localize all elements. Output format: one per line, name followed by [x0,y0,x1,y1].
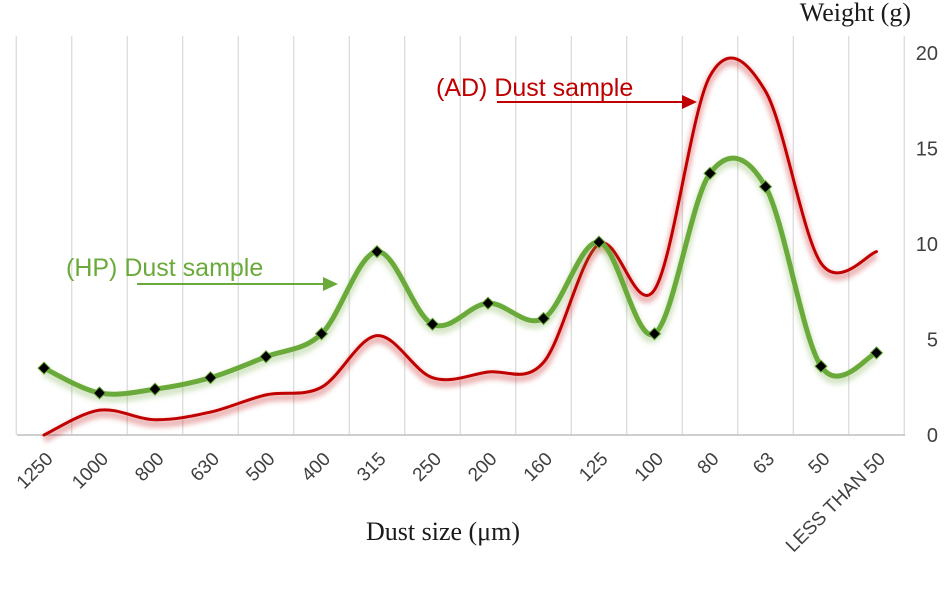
hp-data-point-marker [481,296,495,310]
hp-data-point-marker [370,244,384,259]
x-tick-label: 400 [298,449,335,486]
hp-data-point-marker [425,317,440,331]
hp-data-point-marker [814,359,828,373]
x-tick-label: 250 [409,449,446,486]
hp-data-point-marker [647,327,662,341]
series-markers [37,166,884,400]
hp-data-point-marker [703,166,717,181]
ad-annotation: (AD) Dust sample [436,74,697,109]
x-tick-label: 50 [805,449,835,479]
x-tick-label: 100 [631,449,668,486]
x-tick-label: 160 [520,449,557,486]
x-tick-label: LESS THAN 50 [782,449,890,557]
y-tick-label: 10 [916,234,938,256]
x-tick-label: 500 [242,449,279,486]
x-tick-label: 800 [131,449,168,486]
hp-data-point-marker [37,361,51,375]
hp-data-point-marker [592,235,606,249]
hp-annotation: (HP) Dust sample [66,254,338,291]
x-axis-title: Dust size (μm) [366,517,520,546]
x-tick-label: 1000 [68,449,113,494]
y-tick-label: 20 [916,43,938,65]
hp-data-point-marker [259,349,273,364]
ad-series-line [42,56,878,437]
x-tick-label: 125 [575,449,612,486]
y-tick-labels: 0 5 10 15 20 [916,43,938,447]
hp-annotation-label: (HP) Dust sample [66,254,263,282]
hp-data-point-marker [758,179,773,194]
x-tick-label: 80 [694,449,724,479]
hp-data-point-marker [148,382,162,396]
hp-data-point-marker [203,370,218,385]
x-tick-label: 315 [353,449,390,486]
x-tick-label: 630 [187,449,224,486]
y-tick-label: 5 [927,330,938,352]
ad-annotation-label: (AD) Dust sample [436,74,633,102]
x-tick-label: 200 [464,449,501,486]
hp-data-point-marker [314,327,329,341]
x-tick-label: 1250 [13,449,58,494]
hp-data-point-marker [92,386,107,400]
y-axis-title: Weight (g) [800,0,911,27]
ad-annotation-arrowhead [682,95,697,109]
x-tick-label: 63 [749,449,779,479]
ad-series-shadow [42,58,879,443]
y-tick-label: 0 [927,425,938,447]
hp-data-point-marker [536,311,551,326]
hp-data-point-marker [869,346,884,360]
hp-annotation-arrowhead [323,277,338,291]
y-tick-label: 15 [916,139,938,161]
